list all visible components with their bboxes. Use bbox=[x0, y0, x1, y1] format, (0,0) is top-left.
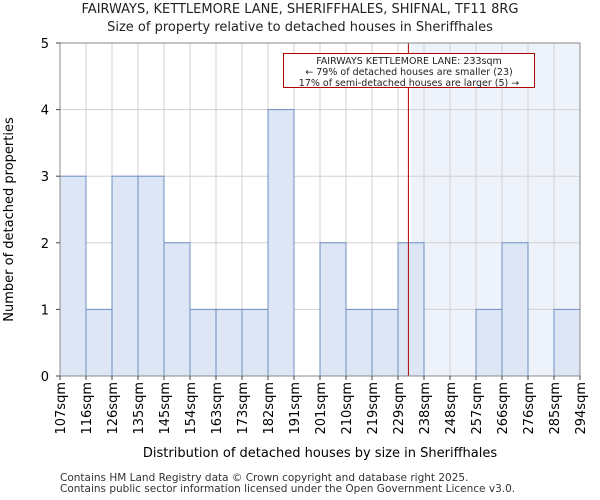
bar-163sqm bbox=[215, 308, 243, 377]
footer-line-2: Contains public sector information licen… bbox=[60, 483, 516, 495]
x-tick-label: 276sqm bbox=[522, 382, 537, 435]
bar-107sqm bbox=[59, 175, 87, 377]
chart-title: FAIRWAYS, KETTLEMORE LANE, SHERIFFHALES,… bbox=[81, 2, 519, 17]
bar-266sqm bbox=[501, 242, 529, 377]
bar-126sqm bbox=[111, 175, 139, 377]
annotation-box: FAIRWAYS KETTLEMORE LANE: 233sqm ← 79% o… bbox=[283, 53, 535, 89]
x-tick-label: 126sqm bbox=[106, 382, 121, 435]
bar-135sqm bbox=[137, 175, 165, 377]
bar-219sqm bbox=[371, 308, 399, 377]
bar-154sqm bbox=[189, 308, 217, 377]
chart-subtitle: Size of property relative to detached ho… bbox=[107, 20, 493, 35]
x-tick-label: 229sqm bbox=[392, 382, 407, 435]
annotation-line-1: FAIRWAYS KETTLEMORE LANE: 233sqm bbox=[316, 56, 502, 67]
x-axis-label: Distribution of detached houses by size … bbox=[143, 446, 497, 461]
x-tick-labels: 107sqm 116sqm 126sqm 135sqm 145sqm 154sqm 163s… bbox=[54, 376, 589, 435]
x-tick-label: 154sqm bbox=[184, 382, 199, 435]
x-tick-label: 294sqm bbox=[574, 382, 589, 435]
x-tick-label: 285sqm bbox=[548, 382, 563, 435]
x-tick-label: 210sqm bbox=[340, 382, 355, 435]
bar-210sqm bbox=[345, 308, 373, 377]
y-tick-labels: 0 1 2 3 4 5 bbox=[41, 37, 60, 385]
x-tick-label: 238sqm bbox=[418, 382, 433, 435]
y-tick-label: 4 bbox=[41, 104, 49, 119]
annotation-line-2: ← 79% of detached houses are smaller (23… bbox=[305, 67, 513, 78]
bar-182sqm bbox=[267, 109, 295, 377]
x-tick-label: 248sqm bbox=[444, 382, 459, 435]
x-tick-label: 116sqm bbox=[80, 382, 95, 435]
histogram-chart: 0 1 2 3 4 5 107sqm 116sqm 126sqm 135sqm 145sqm 154… bbox=[2, 37, 589, 461]
bar-116sqm bbox=[85, 308, 113, 377]
x-tick-label: 191sqm bbox=[288, 382, 303, 435]
x-tick-label: 173sqm bbox=[236, 382, 251, 435]
y-tick-label: 5 bbox=[41, 37, 49, 52]
bar-229sqm bbox=[397, 242, 425, 377]
x-tick-label: 219sqm bbox=[366, 382, 381, 435]
x-tick-label: 182sqm bbox=[262, 382, 277, 435]
x-tick-label: 201sqm bbox=[314, 382, 329, 435]
y-tick-label: 0 bbox=[41, 370, 49, 385]
y-tick-label: 2 bbox=[41, 237, 49, 252]
x-tick-label: 135sqm bbox=[132, 382, 147, 435]
annotation-line-3: 17% of semi-detached houses are larger (… bbox=[298, 78, 520, 89]
bar-145sqm bbox=[163, 242, 191, 377]
x-tick-label: 163sqm bbox=[210, 382, 225, 435]
bar-285sqm bbox=[553, 308, 581, 377]
x-tick-label: 107sqm bbox=[54, 382, 69, 435]
x-tick-label: 257sqm bbox=[470, 382, 485, 435]
bars bbox=[59, 109, 581, 377]
y-axis-label: Number of detached properties bbox=[2, 117, 17, 322]
y-tick-label: 3 bbox=[41, 170, 49, 185]
x-tick-label: 145sqm bbox=[158, 382, 173, 435]
bar-201sqm bbox=[319, 242, 347, 377]
bar-257sqm bbox=[475, 308, 503, 377]
x-tick-label: 266sqm bbox=[496, 382, 511, 435]
bar-173sqm bbox=[241, 308, 269, 377]
footer-line-1: Contains HM Land Registry data © Crown c… bbox=[60, 472, 469, 484]
y-tick-label: 1 bbox=[41, 303, 49, 318]
